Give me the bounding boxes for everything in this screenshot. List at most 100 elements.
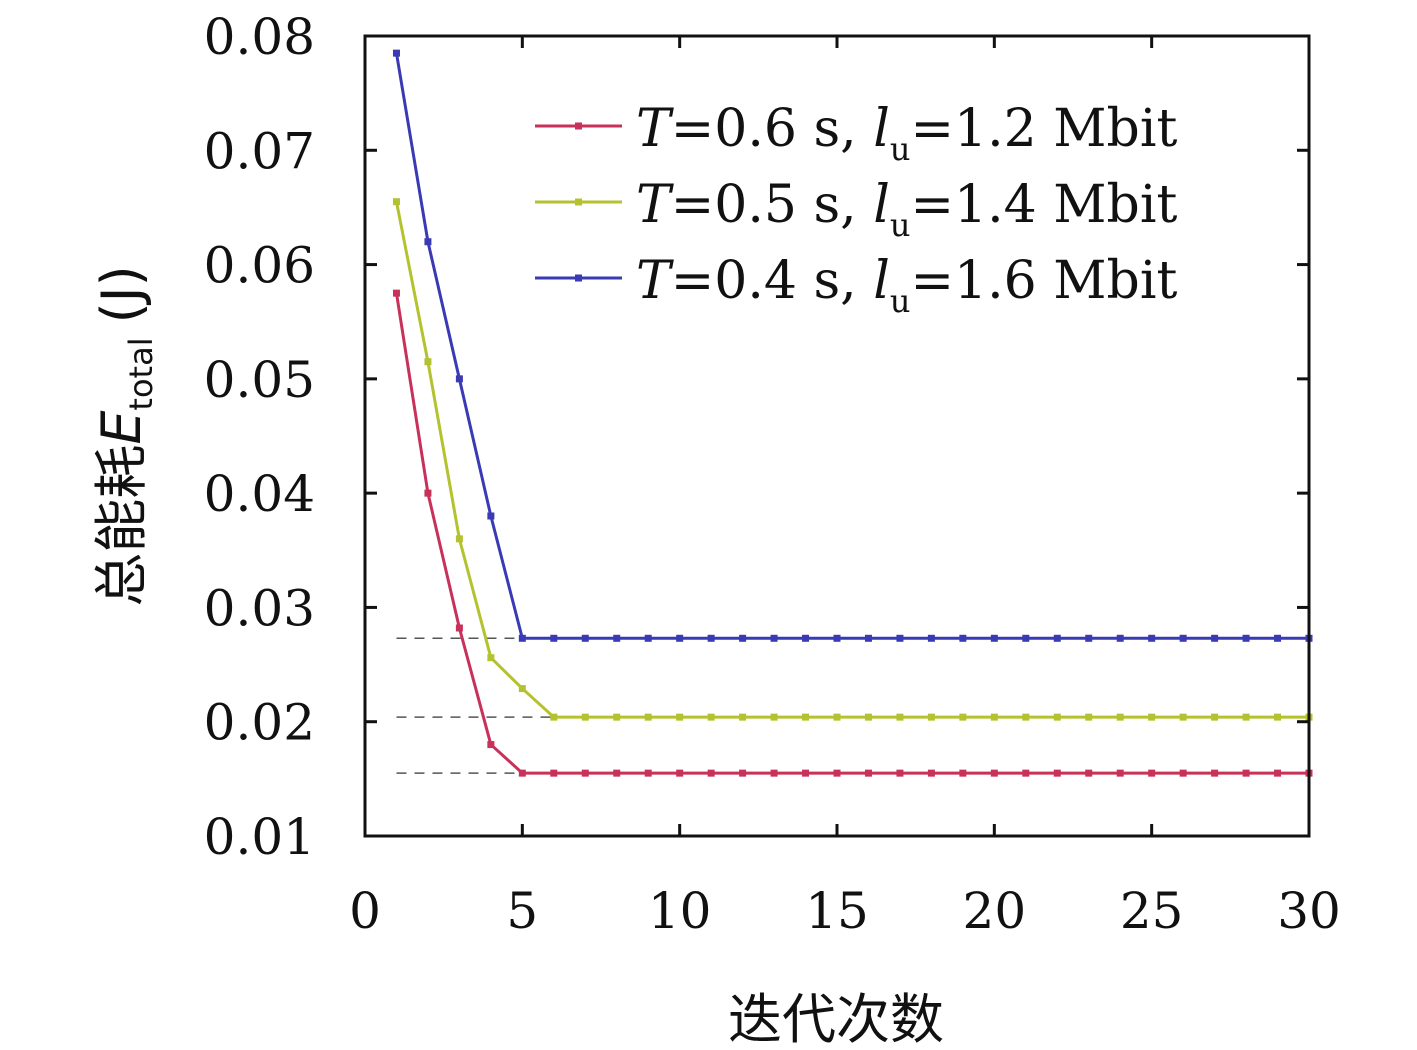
data-point [581,713,589,721]
data-point [581,634,589,642]
data-point [424,358,432,366]
legend-swatch-marker [575,122,582,130]
y-tick-label: 0.01 [204,808,315,866]
data-point [613,634,621,642]
data-point [959,769,967,777]
data-point [802,713,810,721]
data-point [1116,634,1124,642]
legend-symbol-t: T [636,175,674,235]
reference-lines [396,637,554,774]
legend-entry-3: T=0.4 s, lu=1.6 Mbit [636,251,1177,320]
data-point [833,769,841,777]
data-point [1085,713,1093,721]
data-point [864,634,872,642]
data-point [676,634,684,642]
legend-subscript: u [890,282,911,320]
data-point [455,375,463,383]
data-point [455,624,463,632]
legend-t-value: =0.5 s, [671,175,874,235]
data-point [1148,634,1156,642]
legend-symbol-l: l [873,251,890,311]
data-point [644,713,652,721]
data-point [392,49,400,57]
data-point [990,769,998,777]
data-point [707,769,715,777]
data-point [833,713,841,721]
data-point [1053,634,1061,642]
data-point [1242,713,1250,721]
y-tick-label: 0.03 [204,579,315,637]
data-point [424,238,432,246]
data-point [676,769,684,777]
data-point [1053,713,1061,721]
data-point [1148,713,1156,721]
y-tick-label: 0.06 [204,237,315,295]
x-tick-label: 15 [805,882,869,940]
data-point [487,741,495,749]
data-point [990,713,998,721]
data-point [1211,634,1219,642]
y-tick-label: 0.02 [204,694,315,752]
y-axis-label-prefix: 总能耗 [90,445,153,607]
y-axis-label-subscript: total [122,337,160,410]
data-point [1053,769,1061,777]
data-point [927,769,935,777]
legend-l-value: =1.2 Mbit [910,99,1177,159]
series-line [394,201,1309,719]
x-tick-label: 20 [963,882,1027,940]
data-point [707,634,715,642]
x-axis-label: 迭代次数 [728,988,944,1050]
series-layer [392,49,1313,777]
legend-l-value: =1.6 Mbit [910,251,1177,311]
data-point [896,634,904,642]
data-point [581,769,589,777]
data-point [644,769,652,777]
legend-entry-2: T=0.5 s, lu=1.4 Mbit [636,175,1177,244]
data-point [1179,713,1187,721]
data-point [392,289,400,297]
data-point [518,685,526,693]
data-point [990,634,998,642]
data-point [959,713,967,721]
y-tick-label: 0.05 [204,351,315,409]
data-point [1148,769,1156,777]
legend-swatch-marker [575,274,582,282]
data-point [1242,634,1250,642]
y-tick-label: 0.08 [204,8,315,66]
axis-ticks [363,34,1311,838]
legend-subscript: u [890,130,911,168]
data-point [1179,769,1187,777]
data-point [676,713,684,721]
data-point [644,634,652,642]
data-point [1022,713,1030,721]
data-point [927,634,935,642]
data-point [959,634,967,642]
series-1 [392,289,1313,777]
data-point [613,769,621,777]
data-point [518,769,526,777]
data-point [424,489,432,497]
legend-entry-1: T=0.6 s, lu=1.2 Mbit [636,99,1177,168]
data-point [1242,769,1250,777]
legend-t-value: =0.4 s, [671,251,874,311]
data-point [770,713,778,721]
y-tick-label: 0.07 [204,122,315,180]
data-point [802,769,810,777]
legend-t-value: =0.6 s, [671,99,874,159]
data-point [896,769,904,777]
data-point [487,654,495,662]
data-point [739,634,747,642]
x-tick-label: 30 [1277,882,1341,940]
data-point [1211,769,1219,777]
legend-symbol-l: l [873,175,890,235]
data-point [613,713,621,721]
series-2 [392,198,1313,721]
data-point [550,634,558,642]
legend-subscript: u [890,206,911,244]
data-point [1022,769,1030,777]
data-point [770,769,778,777]
series-line [394,292,1309,775]
data-point [1085,769,1093,777]
x-tick-label: 10 [648,882,712,940]
